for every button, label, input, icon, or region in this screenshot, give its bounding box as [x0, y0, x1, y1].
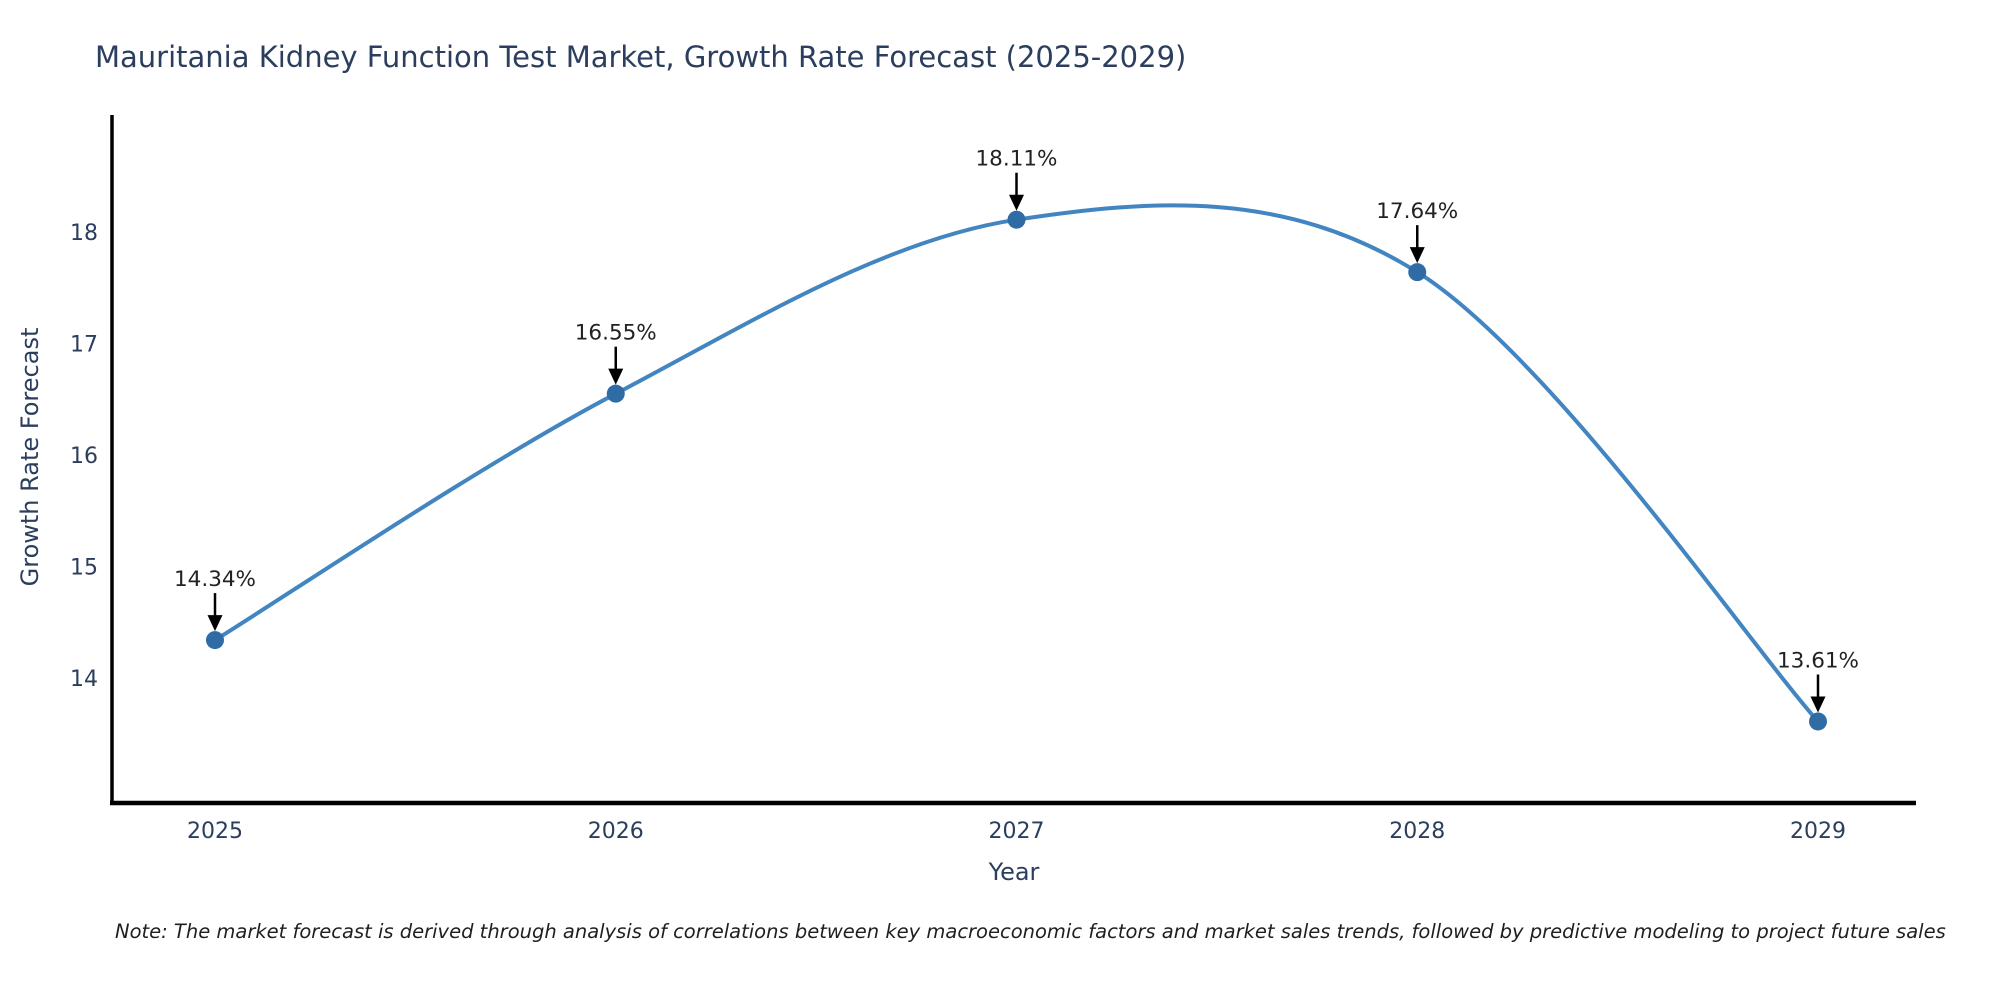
x-axis-title: Year — [988, 858, 1040, 886]
annotation-label: 17.64% — [1376, 199, 1458, 224]
footnote-text: Note: The market forecast is derived thr… — [115, 920, 1946, 943]
x-tick-label: 2028 — [1389, 819, 1445, 844]
annotation-arrowhead — [1409, 247, 1425, 264]
data-point-marker — [1408, 263, 1427, 282]
x-tick-label: 2025 — [187, 819, 243, 844]
y-tick-label: 15 — [70, 556, 98, 581]
annotation-arrowhead — [608, 368, 624, 385]
x-tick-label: 2029 — [1790, 819, 1846, 844]
annotation-arrowhead — [1810, 696, 1826, 713]
data-point-marker — [206, 631, 224, 650]
annotation-label: 13.61% — [1777, 648, 1859, 673]
data-point-marker — [606, 384, 625, 403]
y-tick-label: 16 — [70, 444, 98, 469]
annotation-arrowhead — [1009, 194, 1024, 211]
trend-line — [213, 203, 1820, 724]
x-tick-label: 2027 — [989, 819, 1045, 844]
y-tick-label: 18 — [70, 221, 98, 246]
data-point-marker — [1809, 712, 1827, 731]
annotation-arrowhead — [207, 615, 223, 632]
annotation-label: 14.34% — [174, 567, 256, 592]
annotation-label: 16.55% — [575, 321, 657, 346]
data-point-marker — [1007, 210, 1026, 229]
chart-title: Mauritania Kidney Function Test Market, … — [95, 40, 1187, 74]
y-tick-label: 17 — [70, 333, 98, 358]
x-tick-label: 2026 — [588, 819, 644, 844]
annotation-label: 18.11% — [976, 147, 1058, 172]
y-tick-label: 14 — [70, 667, 98, 692]
